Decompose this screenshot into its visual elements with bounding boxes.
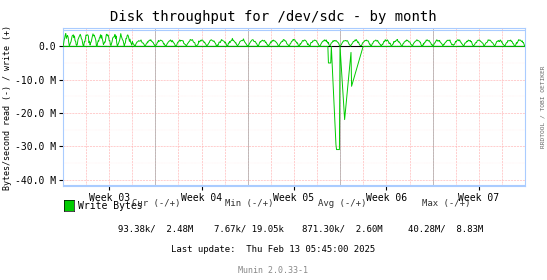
Text: 871.30k/  2.60M: 871.30k/ 2.60M bbox=[301, 224, 382, 233]
Text: Last update:  Thu Feb 13 05:45:00 2025: Last update: Thu Feb 13 05:45:00 2025 bbox=[171, 245, 376, 254]
Text: Disk throughput for /dev/sdc - by month: Disk throughput for /dev/sdc - by month bbox=[110, 10, 437, 24]
Text: RRDTOOL / TOBI OETIKER: RRDTOOL / TOBI OETIKER bbox=[541, 65, 546, 148]
Text: Min (-/+): Min (-/+) bbox=[225, 199, 273, 208]
Y-axis label: Bytes/second read (-) / write (+): Bytes/second read (-) / write (+) bbox=[3, 25, 12, 190]
Text: Munin 2.0.33-1: Munin 2.0.33-1 bbox=[238, 266, 309, 275]
Text: Write Bytes: Write Bytes bbox=[78, 201, 143, 211]
Text: 7.67k/ 19.05k: 7.67k/ 19.05k bbox=[214, 224, 284, 233]
Text: 93.38k/  2.48M: 93.38k/ 2.48M bbox=[118, 224, 194, 233]
Text: Cur (-/+): Cur (-/+) bbox=[132, 199, 180, 208]
Text: 40.28M/  8.83M: 40.28M/ 8.83M bbox=[408, 224, 484, 233]
Text: Avg (-/+): Avg (-/+) bbox=[318, 199, 366, 208]
Text: Max (-/+): Max (-/+) bbox=[422, 199, 470, 208]
